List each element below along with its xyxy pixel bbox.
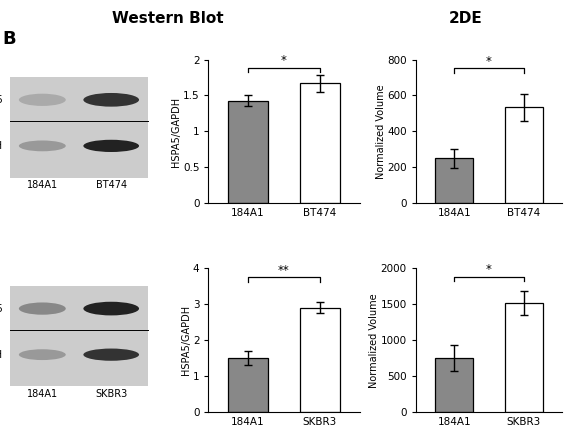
Ellipse shape <box>19 141 66 151</box>
Ellipse shape <box>19 303 66 314</box>
Text: *: * <box>486 55 492 68</box>
Bar <box>228 101 268 204</box>
Bar <box>435 159 473 204</box>
Y-axis label: Normalized Volume: Normalized Volume <box>369 293 379 388</box>
Y-axis label: HSPA5/GAPDH: HSPA5/GAPDH <box>172 96 181 167</box>
Bar <box>228 358 268 412</box>
Text: Western Blot: Western Blot <box>112 11 223 26</box>
Ellipse shape <box>19 94 66 106</box>
Text: B: B <box>3 30 16 48</box>
Bar <box>300 83 340 204</box>
Text: BT474: BT474 <box>95 180 127 190</box>
Text: **: ** <box>278 264 290 277</box>
Text: *: * <box>281 54 287 68</box>
Ellipse shape <box>83 140 139 152</box>
Ellipse shape <box>83 302 139 315</box>
Text: *: * <box>486 263 492 276</box>
Bar <box>435 358 473 412</box>
Y-axis label: HSPA5/GAPDH: HSPA5/GAPDH <box>181 305 191 375</box>
Text: HSPA5: HSPA5 <box>0 303 3 314</box>
Ellipse shape <box>83 93 139 107</box>
Text: SKBR3: SKBR3 <box>95 388 127 399</box>
Bar <box>505 107 543 204</box>
Y-axis label: Normalized Volume: Normalized Volume <box>375 84 386 179</box>
FancyBboxPatch shape <box>10 286 148 386</box>
Bar <box>300 308 340 412</box>
FancyBboxPatch shape <box>10 77 148 178</box>
Ellipse shape <box>19 349 66 360</box>
Text: HSPA5: HSPA5 <box>0 95 3 105</box>
Text: 184A1: 184A1 <box>27 180 58 190</box>
Text: GAPDH: GAPDH <box>0 141 3 151</box>
Ellipse shape <box>83 348 139 361</box>
Bar <box>505 303 543 412</box>
Text: GAPDH: GAPDH <box>0 350 3 360</box>
Text: 184A1: 184A1 <box>27 388 58 399</box>
Text: 2DE: 2DE <box>449 11 483 26</box>
